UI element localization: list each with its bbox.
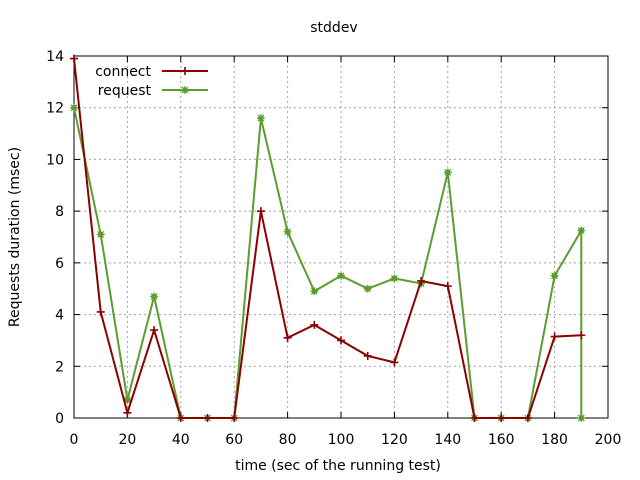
data-point-request — [96, 230, 105, 239]
data-point-connect — [550, 332, 559, 341]
data-point-connect — [523, 414, 532, 422]
data-point-connect — [203, 414, 212, 422]
data-point-request — [70, 103, 78, 112]
data-point-request — [550, 271, 559, 280]
legend-entry-connect: connect — [95, 64, 208, 80]
series-line-connect — [73, 58, 582, 419]
legend-marker — [181, 67, 189, 75]
data-point-connect — [283, 333, 292, 342]
x-tick-label: 80 — [279, 432, 297, 448]
series-request — [70, 103, 586, 422]
x-tick-label: 160 — [488, 432, 515, 448]
data-point-connect — [363, 351, 372, 360]
grid — [74, 56, 608, 418]
data-point-connect — [443, 282, 452, 291]
legend-label: connect — [95, 64, 151, 80]
x-tick-label: 200 — [595, 432, 622, 448]
chart-title: stddev — [310, 20, 357, 36]
legend: connect request — [95, 64, 208, 99]
x-tick-label: 180 — [541, 432, 568, 448]
data-point-request — [577, 414, 586, 422]
data-point-request — [310, 287, 319, 296]
x-axis-title: time (sec of the running test) — [235, 458, 441, 474]
y-tick-label: 12 — [46, 101, 64, 117]
data-point-connect — [390, 358, 399, 367]
legend-entry-request: request — [98, 83, 208, 99]
x-tick-label: 140 — [434, 432, 461, 448]
data-point-request — [390, 274, 399, 283]
data-point-request — [443, 168, 452, 177]
y-tick-label: 2 — [55, 359, 64, 375]
y-tick-label: 10 — [46, 152, 64, 168]
data-point-request — [363, 284, 372, 293]
y-tick-label: 14 — [46, 49, 64, 65]
data-point-connect — [123, 408, 132, 417]
data-point-request — [256, 114, 265, 123]
data-point-request — [577, 226, 586, 235]
data-point-connect — [150, 326, 159, 335]
data-point-connect — [497, 414, 506, 422]
data-point-connect — [176, 414, 185, 422]
y-tick-label: 0 — [55, 411, 64, 427]
data-point-connect — [230, 414, 239, 422]
data-point-connect — [417, 276, 426, 285]
data-point-request — [150, 292, 159, 301]
data-point-connect — [337, 336, 345, 345]
data-point-connect — [96, 307, 105, 316]
data-point-connect — [577, 331, 586, 340]
series-layer — [70, 54, 586, 422]
x-tick-label: 0 — [70, 432, 79, 448]
series-connect — [70, 54, 586, 422]
legend-label: request — [98, 83, 152, 99]
data-point-connect — [310, 320, 319, 329]
data-point-request — [123, 395, 132, 404]
data-point-connect — [70, 54, 78, 63]
x-tick-label: 120 — [381, 432, 408, 448]
data-point-request — [337, 271, 345, 280]
data-point-connect — [470, 414, 479, 422]
x-tick-label: 100 — [328, 432, 355, 448]
x-tick-label: 60 — [225, 432, 243, 448]
legend-marker — [181, 86, 189, 94]
data-point-connect — [256, 207, 265, 216]
y-axis-title: Requests duration (msec) — [7, 147, 23, 327]
y-tick-label: 6 — [55, 256, 64, 272]
x-tick-label: 20 — [118, 432, 136, 448]
data-point-request — [283, 227, 292, 236]
y-tick-label: 8 — [55, 204, 64, 220]
y-tick-label: 4 — [55, 308, 64, 324]
ticks: 0 20 40 60 80 100 120 140 160 180 200 0 2 4 6 8 10 12 14 — [46, 49, 621, 448]
x-tick-label: 40 — [172, 432, 190, 448]
